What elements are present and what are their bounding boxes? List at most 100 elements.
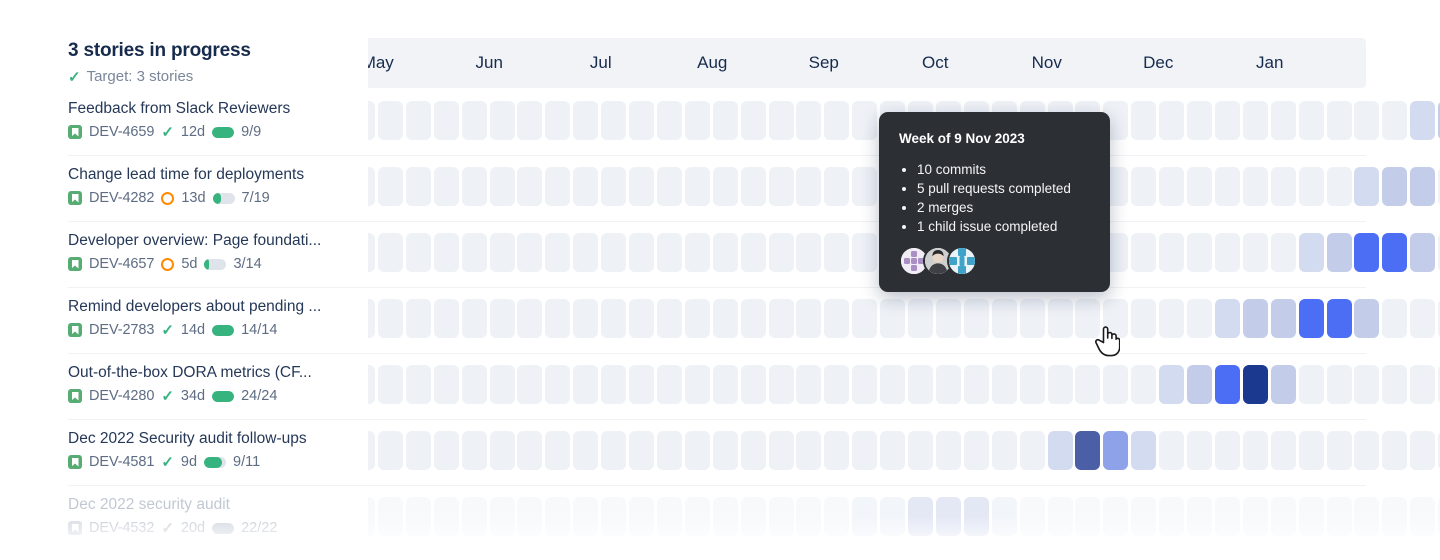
heatmap-cell[interactable] <box>824 167 850 206</box>
heatmap-cell[interactable] <box>377 233 403 272</box>
heatmap-cell[interactable] <box>1354 299 1380 338</box>
heatmap-cell[interactable] <box>656 299 682 338</box>
heatmap-cell[interactable] <box>1298 365 1324 404</box>
issue-title[interactable]: Remind developers about pending ... <box>68 298 322 315</box>
heatmap-cell[interactable] <box>740 101 766 140</box>
heatmap-cell[interactable] <box>684 431 710 470</box>
heatmap-cell[interactable] <box>796 431 822 470</box>
heatmap-cell[interactable] <box>377 299 403 338</box>
heatmap-cell[interactable] <box>1131 365 1157 404</box>
heatmap-cell[interactable] <box>1354 431 1380 470</box>
heatmap-cell[interactable] <box>1354 101 1380 140</box>
heatmap-cell[interactable] <box>656 167 682 206</box>
heatmap-cell[interactable] <box>712 233 738 272</box>
heatmap-cell[interactable] <box>573 365 599 404</box>
heatmap-cell[interactable] <box>768 101 794 140</box>
heatmap-cell[interactable] <box>852 167 878 206</box>
heatmap-cell[interactable] <box>824 101 850 140</box>
heatmap-cell[interactable] <box>824 431 850 470</box>
heatmap-cell[interactable] <box>1438 431 1440 470</box>
heatmap-cell[interactable] <box>712 299 738 338</box>
heatmap-cell[interactable] <box>1159 233 1185 272</box>
heatmap-cell[interactable] <box>1298 299 1324 338</box>
heatmap-cell[interactable] <box>433 365 459 404</box>
heatmap-cell[interactable] <box>1187 233 1212 272</box>
heatmap-cell[interactable] <box>377 101 403 140</box>
heatmap-cell[interactable] <box>1382 233 1408 272</box>
heatmap-cell[interactable] <box>1298 431 1324 470</box>
heatmap-cell[interactable] <box>1242 167 1268 206</box>
heatmap-cell[interactable] <box>1103 365 1129 404</box>
heatmap-cell[interactable] <box>1270 167 1296 206</box>
heatmap-cell[interactable] <box>489 299 515 338</box>
heatmap-cell[interactable] <box>1354 167 1380 206</box>
heatmap-cell[interactable] <box>1270 365 1296 404</box>
heatmap-cell[interactable] <box>991 299 1017 338</box>
heatmap-cell[interactable] <box>573 101 599 140</box>
heatmap-cell[interactable] <box>963 299 989 338</box>
heatmap-cell[interactable] <box>656 101 682 140</box>
heatmap-cell[interactable] <box>1354 233 1380 272</box>
heatmap-cell[interactable] <box>656 431 682 470</box>
heatmap-cell[interactable] <box>1326 233 1352 272</box>
issue-title[interactable]: Developer overview: Page foundati... <box>68 232 322 249</box>
heatmap-cell[interactable] <box>1047 431 1073 470</box>
heatmap-cell[interactable] <box>880 431 906 470</box>
heatmap-cell[interactable] <box>684 167 710 206</box>
heatmap-cell[interactable] <box>1187 365 1212 404</box>
heatmap-cell[interactable] <box>629 233 654 272</box>
heatmap-cell[interactable] <box>768 431 794 470</box>
heatmap-cell[interactable] <box>545 233 571 272</box>
heatmap-cell[interactable] <box>1214 365 1240 404</box>
issue-row[interactable]: Change lead time for deployments DEV-4282… <box>0 156 1440 222</box>
issue-row[interactable]: Dec 2022 Security audit follow-ups DEV-45… <box>0 420 1440 486</box>
heatmap-cell[interactable] <box>1326 167 1352 206</box>
heatmap-cell[interactable] <box>712 101 738 140</box>
heatmap-cell[interactable] <box>1382 101 1408 140</box>
heatmap-cell[interactable] <box>573 431 599 470</box>
heatmap-cell[interactable] <box>405 365 431 404</box>
issue-row[interactable]: Out-of-the-box DORA metrics (CF... DEV-42… <box>0 354 1440 420</box>
issue-key[interactable]: DEV-4282 <box>89 190 155 206</box>
heatmap-cell[interactable] <box>935 299 961 338</box>
heatmap-cell[interactable] <box>1326 299 1352 338</box>
heatmap-cell[interactable] <box>405 167 431 206</box>
heatmap-cell[interactable] <box>1410 365 1436 404</box>
heatmap-cell[interactable] <box>368 299 375 338</box>
heatmap-cell[interactable] <box>1214 299 1240 338</box>
heatmap-cell[interactable] <box>545 365 571 404</box>
heatmap-cell[interactable] <box>1382 167 1408 206</box>
heatmap-cell[interactable] <box>824 299 850 338</box>
heatmap-cell[interactable] <box>629 299 654 338</box>
issue-title[interactable]: Feedback from Slack Reviewers <box>68 100 291 117</box>
heatmap-cell[interactable] <box>796 167 822 206</box>
heatmap-cell[interactable] <box>1410 167 1436 206</box>
heatmap-cell[interactable] <box>1270 233 1296 272</box>
heatmap-cell[interactable] <box>740 431 766 470</box>
issue-title[interactable]: Dec 2022 security audit <box>68 496 230 513</box>
heatmap-cell[interactable] <box>629 431 654 470</box>
heatmap-cell[interactable] <box>963 431 989 470</box>
heatmap-cell[interactable] <box>1019 299 1045 338</box>
heatmap-cell[interactable] <box>1214 233 1240 272</box>
heatmap-cell[interactable] <box>517 233 543 272</box>
heatmap-cell[interactable] <box>1326 101 1352 140</box>
heatmap-cell[interactable] <box>768 365 794 404</box>
heatmap-cell[interactable] <box>1214 101 1240 140</box>
heatmap-cell[interactable] <box>461 431 487 470</box>
heatmap-cell[interactable] <box>1242 431 1268 470</box>
heatmap-cell[interactable] <box>740 365 766 404</box>
heatmap-cell[interactable] <box>377 167 403 206</box>
heatmap-cell[interactable] <box>1187 299 1212 338</box>
heatmap-cell[interactable] <box>1131 233 1157 272</box>
heatmap-cell[interactable] <box>517 431 543 470</box>
heatmap-cell[interactable] <box>935 365 961 404</box>
heatmap-cell[interactable] <box>1410 233 1436 272</box>
heatmap-cell[interactable] <box>433 233 459 272</box>
heatmap-cell[interactable] <box>405 101 431 140</box>
heatmap-cell[interactable] <box>601 299 627 338</box>
heatmap-cell[interactable] <box>712 365 738 404</box>
heatmap-cell[interactable] <box>433 431 459 470</box>
heatmap-cell[interactable] <box>461 101 487 140</box>
heatmap-cell[interactable] <box>405 233 431 272</box>
